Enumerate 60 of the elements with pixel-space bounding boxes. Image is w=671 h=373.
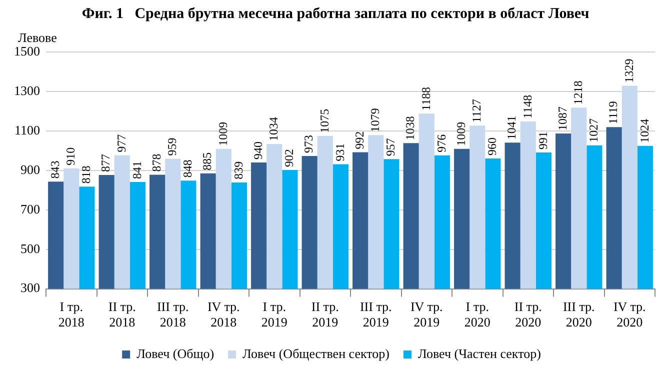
x-tick-label: IV тр. 2020 (613, 299, 646, 330)
y-tick-label: 1100 (14, 122, 40, 138)
data-label: 960 (485, 138, 500, 156)
data-label: 1148 (520, 94, 534, 118)
y-tick-label: 500 (20, 240, 40, 256)
data-label: 1009 (454, 122, 468, 146)
data-label: 1329 (622, 58, 636, 83)
data-label: 1041 (504, 116, 519, 140)
data-label: 1027 (586, 118, 601, 142)
x-tick-label: IV тр. 2019 (410, 299, 443, 330)
data-label: 931 (332, 143, 347, 162)
data-label: 1009 (216, 122, 230, 146)
data-label: 992 (352, 131, 366, 150)
data-label: 1127 (470, 99, 484, 123)
legend-label: Ловеч (Обществен сектор) (242, 346, 390, 361)
y-tick-label: 300 (20, 280, 40, 296)
data-label: 885 (200, 152, 214, 170)
y-tick-label: 700 (20, 201, 40, 216)
data-label: 878 (149, 154, 164, 172)
data-label: 1024 (637, 118, 652, 143)
data-label: 818 (79, 166, 94, 184)
data-label: 959 (165, 138, 180, 156)
y-tick-label: 1300 (14, 82, 40, 98)
data-label: 957 (384, 138, 398, 156)
legend-label: Ловеч (Общо) (136, 346, 214, 361)
x-tick-label: I тр. 2019 (261, 299, 288, 330)
data-label: 1034 (266, 116, 281, 141)
legend-label: Ловеч (Частен сектор) (418, 346, 541, 361)
data-label: 839 (231, 161, 246, 180)
data-label: 902 (282, 149, 296, 168)
x-tick-label: IV тр. 2018 (207, 299, 240, 330)
data-label: 910 (64, 147, 78, 166)
x-tick-label: I тр. 2020 (464, 299, 490, 330)
data-label: 1087 (555, 106, 570, 130)
x-tick-label: II тр. 2020 (514, 299, 542, 330)
data-label: 1188 (418, 87, 433, 111)
data-label: 1119 (606, 101, 620, 124)
data-label: 841 (130, 161, 144, 180)
data-label: 977 (114, 134, 128, 152)
x-tick-label: III тр. 2018 (156, 299, 189, 330)
data-label: 877 (98, 154, 113, 172)
data-label: 1079 (368, 108, 382, 132)
data-label: 991 (536, 131, 550, 150)
x-tick-label: I тр. 2018 (58, 299, 84, 330)
data-label: 940 (250, 142, 265, 160)
x-tick-label: II тр. 2019 (311, 299, 339, 330)
x-tick-label: II тр. 2018 (108, 299, 136, 330)
chart-title: Фиг. 1 Средна брутна месечна работна заплата по сектори в област Ловеч (80, 6, 590, 23)
x-tick-label: III тр. 2020 (562, 299, 595, 330)
x-tick-label: III тр. 2019 (360, 299, 392, 330)
data-label: 1075 (317, 108, 332, 133)
y-tick-label: 1500 (14, 43, 40, 58)
data-label: 973 (302, 134, 316, 153)
data-label: 1218 (571, 80, 586, 105)
y-tick-label: 900 (20, 162, 40, 177)
data-label: 848 (180, 160, 195, 178)
data-label: 1038 (403, 116, 418, 140)
y-axis-title: Левове (18, 30, 57, 46)
data-label: 843 (48, 160, 62, 179)
data-label: 976 (434, 134, 448, 152)
